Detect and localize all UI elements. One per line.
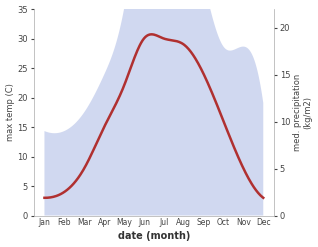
Y-axis label: max temp (C): max temp (C): [5, 83, 15, 141]
X-axis label: date (month): date (month): [118, 231, 190, 242]
Y-axis label: med. precipitation
(kg/m2): med. precipitation (kg/m2): [293, 74, 313, 151]
